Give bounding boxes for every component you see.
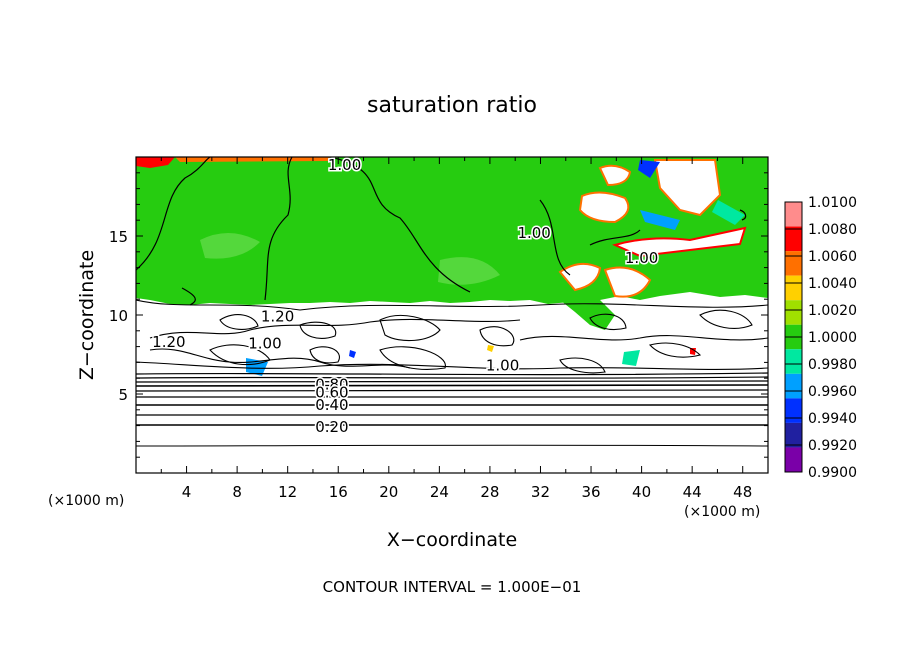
contour-label: 1.00 (625, 249, 658, 267)
colorbar-swatch (785, 373, 802, 399)
subsaturated-edge (638, 160, 660, 178)
x-tick-label: 36 (581, 483, 600, 501)
subsaturated-edge (349, 350, 356, 358)
colorbar-swatch (785, 226, 802, 252)
x-tick-label: 28 (480, 483, 499, 501)
contour-label: 1.00 (517, 224, 550, 242)
y-tick-label: 15 (109, 228, 128, 246)
x-axis: 4 8 12 16 20 24 28 32 36 40 44 48 (160, 157, 752, 501)
subsaturated-edge (622, 350, 640, 366)
contour-label: 1.00 (486, 357, 519, 375)
subsaturated-patch (612, 226, 747, 258)
x-axis-label: X−coordinate (387, 529, 517, 551)
colorbar-swatch (785, 251, 802, 276)
saturated-intrusion (560, 300, 615, 330)
contour-label: 1.20 (152, 333, 185, 351)
x-tick-label: 44 (683, 483, 702, 501)
colorbar: 1.0100 1.0080 1.0060 1.0040 1.0020 1.0000 0.99… (784, 195, 857, 481)
colorbar-label: 1.0000 (808, 330, 857, 346)
contour-label: 0.20 (315, 418, 348, 436)
colorbar-label: 0.9900 (808, 465, 857, 481)
contour-label: 1.00 (248, 334, 281, 352)
subsaturated-patch (653, 159, 722, 217)
colorbar-label: 1.0100 (808, 195, 857, 211)
contour-label: 0.60 (315, 383, 348, 401)
x-tick-label: 24 (430, 483, 449, 501)
x-tick-label: 12 (278, 483, 297, 501)
chart-title: saturation ratio (367, 93, 537, 118)
z-unit-label: (×1000 m) (48, 493, 124, 509)
colorbar-swatch (785, 398, 802, 423)
contour-label: 0.40 (315, 396, 348, 414)
subsaturated-edge (640, 210, 680, 230)
subsaturated-patch (558, 262, 602, 292)
x-tick-label: 4 (182, 483, 192, 501)
stable-layer-contours (136, 372, 768, 447)
contour-label: 1.20 (261, 308, 294, 326)
colorbar-swatch (785, 202, 802, 227)
supersaturated-spot (690, 348, 696, 355)
subsaturated-edge (712, 200, 745, 225)
y-tick-label: 10 (109, 307, 128, 325)
colorbar-label: 1.0060 (808, 249, 857, 265)
colorbar-label: 0.9980 (808, 357, 857, 373)
subsaturated-patch (603, 266, 652, 298)
subsaturated-patch (598, 164, 632, 187)
colorbar-label: 1.0040 (808, 276, 857, 292)
colorbar-label: 1.0080 (808, 222, 857, 238)
y-tick-label: 5 (118, 386, 128, 404)
contour-interval-note: CONTOUR INTERVAL = 1.000E−01 (323, 578, 582, 596)
x-tick-label: 32 (531, 483, 550, 501)
turbulent-contours (136, 299, 768, 374)
x-tick-label: 20 (379, 483, 398, 501)
colorbar-swatch (785, 349, 802, 374)
upper-contours (136, 157, 747, 306)
contour-label: 1.00 (328, 156, 361, 174)
x-tick-label: 40 (632, 483, 651, 501)
colorbar-label: 0.9960 (808, 384, 857, 400)
colorbar-label: 0.9940 (808, 411, 857, 427)
colorbar-swatch (785, 447, 802, 472)
colorbar-swatch (785, 300, 802, 325)
contour-label: 0.80 (315, 376, 348, 394)
supersaturated-edge (136, 157, 175, 168)
x-unit-label: (×1000 m) (684, 504, 760, 520)
colorbar-swatch (785, 275, 802, 301)
supersaturated-spot (487, 345, 494, 352)
colorbar-swatch (785, 422, 802, 448)
colorbar-label: 0.9920 (808, 438, 857, 454)
contour-labels: 1.00 1.00 1.00 1.20 1.20 1.00 1.00 0.800.600.40… (151, 154, 660, 437)
light-green-patch (438, 257, 500, 285)
plot-area (136, 157, 768, 473)
y-axis: 5 10 15 (109, 172, 768, 458)
colorbar-label: 1.0020 (808, 303, 857, 319)
x-tick-label: 16 (329, 483, 348, 501)
subsaturated-patch (578, 191, 630, 224)
x-tick-label: 48 (733, 483, 752, 501)
y-axis-label: Z−coordinate (76, 250, 98, 380)
light-green-patch (200, 232, 260, 259)
x-tick-label: 8 (232, 483, 242, 501)
